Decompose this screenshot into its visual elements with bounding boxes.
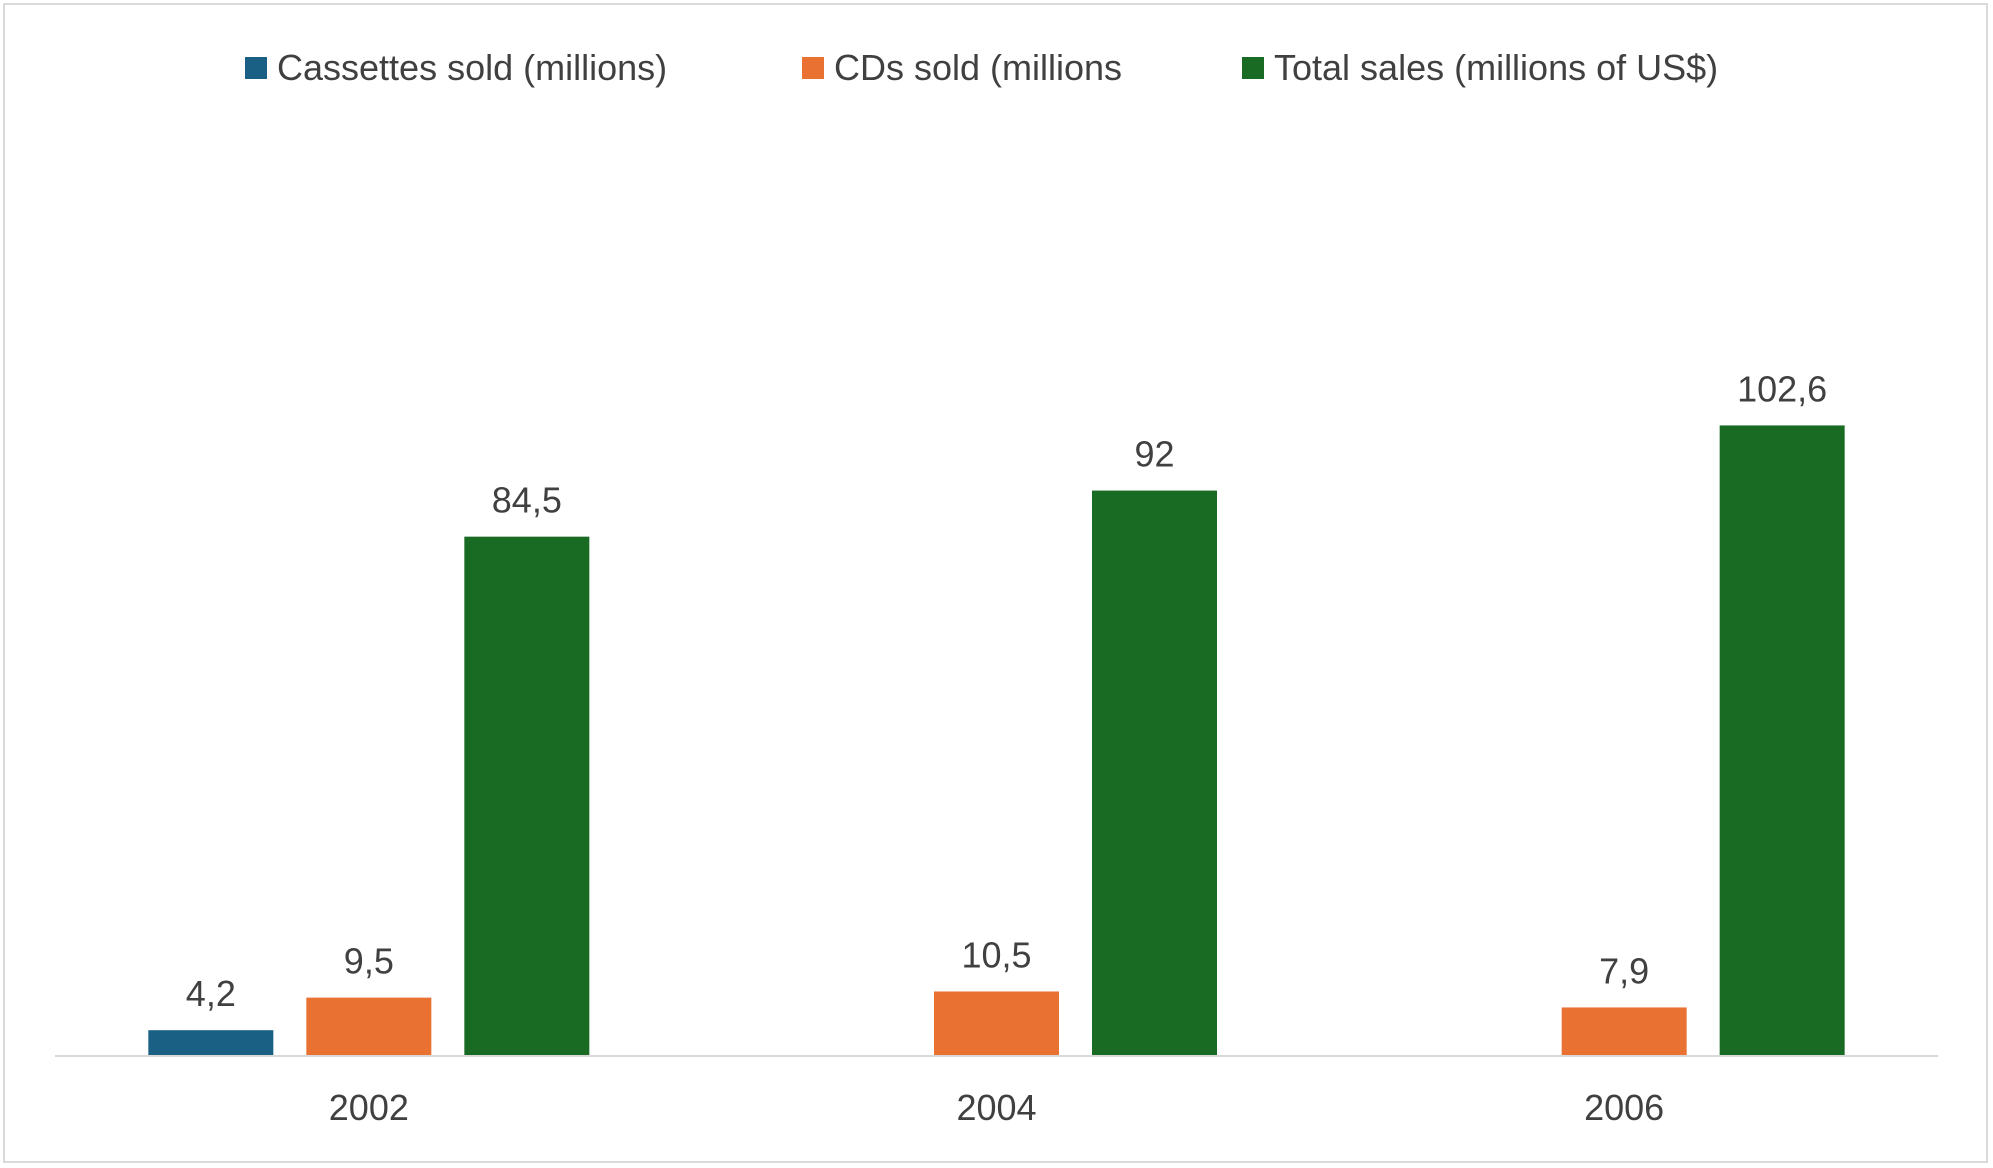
data-labels: 4,2 9,5 84,5 10,5 92 7,9 102,6 [186, 368, 1827, 1014]
x-tick-label-2004: 2004 [956, 1087, 1036, 1128]
bar-2002-series-2 [464, 536, 590, 1056]
data-label-2006-series-2: 102,6 [1737, 368, 1827, 409]
bar-2006-series-2 [1719, 425, 1845, 1056]
data-label-2002-series-2: 84,5 [492, 480, 562, 521]
legend-swatch-series-1 [802, 57, 824, 79]
x-tick-labels: 2002 2004 2006 [329, 1087, 1664, 1128]
legend: Cassettes sold (millions) CDs sold (milli… [245, 47, 1718, 88]
data-label-2002-series-1: 9,5 [344, 941, 394, 982]
bar-2004-series-2 [1092, 490, 1217, 1056]
legend-swatch-series-0 [245, 57, 267, 79]
legend-label-series-0: Cassettes sold (millions) [277, 47, 667, 88]
bar-2004-series-1 [934, 991, 1059, 1056]
x-tick-label-2006: 2006 [1584, 1087, 1664, 1128]
legend-label-series-1: CDs sold (millions [834, 47, 1122, 88]
legend-swatch-series-2 [1242, 57, 1264, 79]
bar-2006-series-1 [1561, 1007, 1687, 1056]
data-label-2006-series-1: 7,9 [1599, 950, 1649, 991]
chart-frame [3, 3, 1988, 1163]
legend-label-series-2: Total sales (millions of US$) [1274, 47, 1718, 88]
data-label-2004-series-2: 92 [1134, 434, 1174, 475]
bars [148, 425, 1845, 1056]
bar-2002-series-1 [306, 997, 432, 1056]
data-label-2002-series-0: 4,2 [186, 973, 236, 1014]
data-label-2004-series-1: 10,5 [961, 934, 1031, 975]
x-tick-label-2002: 2002 [329, 1087, 409, 1128]
bar-2002-series-0 [148, 1030, 274, 1056]
